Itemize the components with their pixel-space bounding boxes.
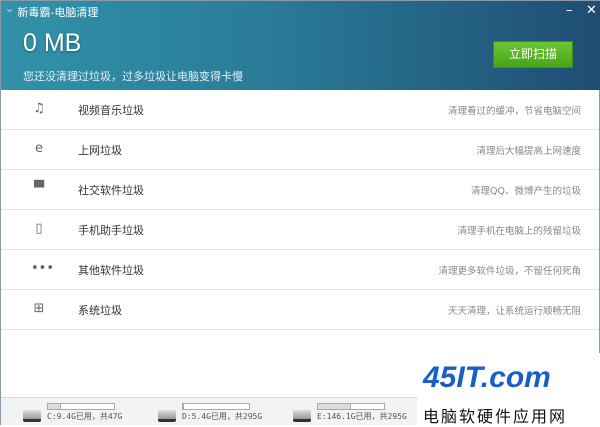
watermark: 45IT.com 电脑软硬件应用网 bbox=[417, 353, 600, 426]
drive-usage-label: D:5.4G已用，共295G bbox=[182, 412, 263, 421]
category-description: 天天清理，让系统运行顺畅无阻 bbox=[447, 306, 581, 317]
scan-now-button[interactable]: 立即扫描 bbox=[493, 41, 573, 68]
junk-size: 0 MB bbox=[23, 29, 82, 57]
window-title: 新毒霸-电脑清理 bbox=[17, 6, 99, 19]
close-button[interactable]: ✕ bbox=[586, 3, 597, 18]
hard-drive-icon bbox=[23, 409, 41, 422]
app-logo-icon: ᵕ bbox=[7, 4, 13, 20]
junk-category-item[interactable]: ⊞ 系统垃圾 天天清理，让系统运行顺畅无阻 bbox=[1, 290, 599, 330]
junk-category-item[interactable]: ▯ 手机助手垃圾 清理手机在电脑上的残留垃圾 bbox=[1, 210, 599, 250]
category-label: 手机助手垃圾 bbox=[78, 224, 144, 237]
drive-usage: C:9.4G已用，共47G bbox=[23, 403, 122, 422]
phone-icon: ▯ bbox=[35, 221, 43, 236]
chat-bubble-icon: ▀ bbox=[34, 181, 44, 196]
category-description: 清理更多软件垃圾，不留任何死角 bbox=[438, 266, 581, 277]
drive-usage: E:146.1G已用，共295G bbox=[293, 403, 407, 422]
minimize-button[interactable]: – bbox=[566, 3, 573, 18]
junk-category-item[interactable]: ♫ 视频音乐垃圾 清理看过的缓冲，节省电脑空间 bbox=[1, 90, 599, 130]
junk-category-list: ♫ 视频音乐垃圾 清理看过的缓冲，节省电脑空间 e 上网垃圾 清理后大幅提高上网速… bbox=[1, 90, 599, 330]
drive-usage-bar bbox=[317, 403, 385, 410]
junk-category-item[interactable]: e 上网垃圾 清理后大幅提高上网速度 bbox=[1, 130, 599, 170]
more-dots-icon: ••• bbox=[31, 261, 55, 276]
ie-browser-icon: e bbox=[35, 141, 43, 156]
category-description: 清理后大幅提高上网速度 bbox=[476, 146, 581, 157]
drive-usage: D:5.4G已用，共295G bbox=[158, 403, 262, 422]
category-label: 视频音乐垃圾 bbox=[78, 104, 144, 117]
drive-usage-bar bbox=[182, 403, 250, 410]
category-label: 上网垃圾 bbox=[78, 144, 122, 157]
hard-drive-icon bbox=[158, 409, 176, 422]
header: ᵕ 新毒霸-电脑清理 – ✕ 0 MB 您还没清理过垃圾，过多垃圾让电脑变得卡慢… bbox=[1, 1, 600, 90]
category-label: 系统垃圾 bbox=[78, 304, 122, 317]
category-description: 清理手机在电脑上的残留垃圾 bbox=[457, 226, 581, 237]
drive-usage-label: C:9.4G已用，共47G bbox=[47, 412, 123, 421]
category-description: 清理看过的缓冲，节省电脑空间 bbox=[447, 106, 581, 117]
junk-category-item[interactable]: ••• 其他软件垃圾 清理更多软件垃圾，不留任何死角 bbox=[1, 250, 599, 290]
hard-drive-icon bbox=[293, 409, 311, 422]
window-title-bar: ᵕ 新毒霸-电脑清理 bbox=[7, 4, 98, 20]
status-text: 您还没清理过垃圾，过多垃圾让电脑变得卡慢 bbox=[23, 70, 243, 83]
windows-icon: ⊞ bbox=[33, 301, 45, 316]
watermark-text: 电脑软硬件应用网 bbox=[423, 407, 568, 426]
drive-usage-label: E:146.1G已用，共295G bbox=[317, 412, 407, 421]
watermark-logo: 45IT.com bbox=[423, 361, 551, 394]
category-label: 其他软件垃圾 bbox=[78, 264, 144, 277]
drive-usage-bar bbox=[47, 403, 115, 410]
category-description: 清理QQ、微博产生的垃圾 bbox=[471, 186, 581, 197]
junk-category-item[interactable]: ▀ 社交软件垃圾 清理QQ、微博产生的垃圾 bbox=[1, 170, 599, 210]
music-note-icon: ♫ bbox=[33, 101, 45, 116]
category-label: 社交软件垃圾 bbox=[78, 184, 144, 197]
